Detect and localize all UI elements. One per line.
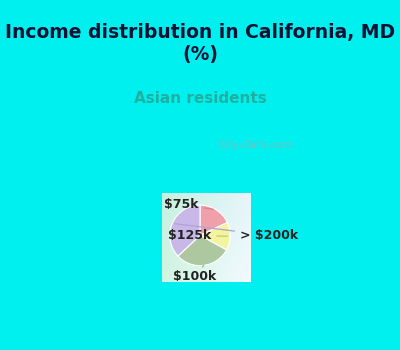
Wedge shape	[200, 205, 227, 235]
Wedge shape	[170, 205, 200, 256]
Text: Asian residents: Asian residents	[134, 91, 266, 106]
Wedge shape	[200, 223, 230, 250]
Text: $75k: $75k	[164, 198, 214, 211]
Text: $100k: $100k	[173, 265, 216, 283]
Text: > $200k: > $200k	[175, 224, 298, 242]
Text: $125k: $125k	[168, 229, 228, 242]
Text: Income distribution in California, MD
(%): Income distribution in California, MD (%…	[5, 23, 395, 64]
Wedge shape	[178, 235, 226, 266]
Text: City-Data.com: City-Data.com	[218, 140, 293, 150]
